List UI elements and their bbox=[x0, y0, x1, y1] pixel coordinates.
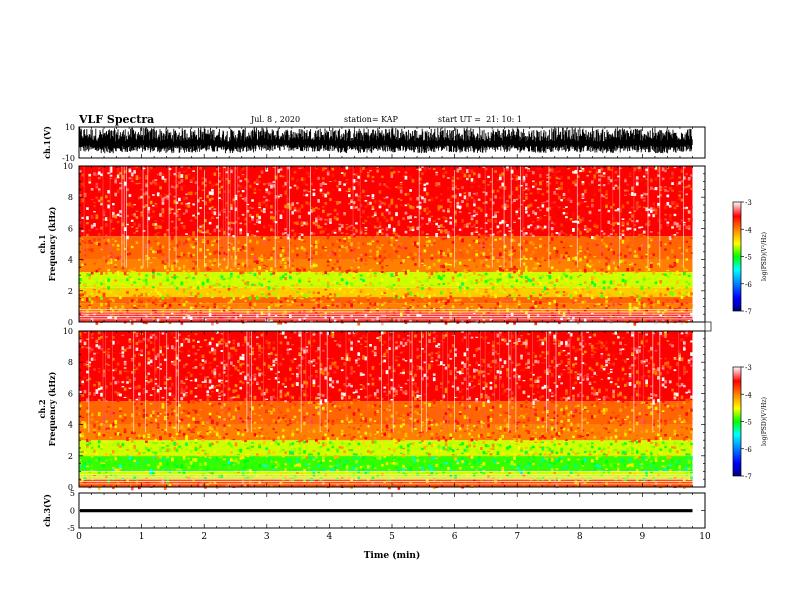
colorbar-tick-label: -5 bbox=[745, 419, 752, 427]
spectrogram-band bbox=[79, 236, 693, 260]
x-tick-label: 1 bbox=[139, 532, 145, 542]
colorbar-tick-label: -7 bbox=[745, 308, 752, 316]
y-tick-label: 5 bbox=[70, 489, 75, 498]
channel-label: ch.1 bbox=[37, 234, 47, 253]
y-axis-label: Frequency (kHz) bbox=[47, 206, 57, 281]
date-label: Jul. 8 , 2020 bbox=[251, 115, 301, 124]
y-tick-label: -5 bbox=[67, 524, 75, 533]
y-tick-label: 8 bbox=[68, 358, 73, 367]
channel-label: ch.2 bbox=[37, 399, 47, 418]
colorbar-tick-label: -6 bbox=[745, 281, 752, 289]
x-tick-label: 5 bbox=[389, 532, 395, 542]
x-tick-label: 4 bbox=[327, 532, 333, 542]
spectrogram-band bbox=[79, 166, 693, 237]
spectrogram-band bbox=[79, 479, 693, 487]
x-tick-label: 10 bbox=[699, 532, 711, 542]
colorbar-label: log(PSD)(V²/Hz) bbox=[761, 232, 768, 281]
y-tick-label: 10 bbox=[63, 327, 73, 336]
colorbar bbox=[732, 201, 742, 312]
spectrogram-band bbox=[79, 297, 693, 304]
colorbar-tick-label: -4 bbox=[745, 226, 752, 234]
station-label: station= KAP bbox=[344, 115, 398, 124]
x-tick-label: 6 bbox=[452, 532, 458, 542]
y-tick-label: 2 bbox=[68, 287, 73, 296]
ch3-waveform-trace bbox=[80, 509, 693, 513]
colorbar-tick-label: -6 bbox=[745, 446, 752, 454]
y-tick-label: 0 bbox=[68, 318, 73, 327]
y-axis-label: ch.1(V) bbox=[42, 126, 52, 159]
x-tick-label: 9 bbox=[640, 532, 646, 542]
spectrogram-band bbox=[79, 471, 693, 480]
plot-title: VLF Spectra bbox=[79, 113, 155, 126]
colorbar-tick-label: -3 bbox=[745, 364, 752, 372]
y-tick-label: 0 bbox=[68, 483, 73, 492]
y-tick-label: 0 bbox=[70, 507, 75, 516]
y-axis-label: Frequency (kHz) bbox=[47, 371, 57, 446]
panel-separator bbox=[704, 321, 712, 332]
ch1-waveform-trace bbox=[78, 127, 693, 154]
y-tick-label: 10 bbox=[65, 123, 75, 132]
colorbar-tick-label: -5 bbox=[745, 254, 752, 262]
colorbar-tick-label: -3 bbox=[745, 199, 752, 207]
x-tick-label: 8 bbox=[577, 532, 583, 542]
colorbar-label: log(PSD)(V²/Hz) bbox=[761, 397, 768, 446]
y-tick-label: 6 bbox=[68, 389, 73, 398]
y-tick-label: 8 bbox=[68, 193, 73, 202]
colorbar bbox=[732, 366, 742, 477]
y-axis-label: ch.3(V) bbox=[42, 494, 52, 527]
x-tick-label: 7 bbox=[514, 532, 520, 542]
x-axis-label: Time (min) bbox=[364, 550, 421, 561]
x-tick-label: 0 bbox=[76, 532, 82, 542]
y-tick-label: 4 bbox=[68, 256, 73, 265]
colorbar-tick-label: -4 bbox=[745, 391, 752, 399]
spectrogram-texture bbox=[79, 166, 693, 326]
colorbar-tick-label: -7 bbox=[745, 473, 752, 481]
y-tick-label: -10 bbox=[62, 154, 75, 163]
x-tick-label: 2 bbox=[201, 532, 207, 542]
y-tick-label: 6 bbox=[68, 224, 73, 233]
start-time-label: start UT = 21: 10: 1 bbox=[438, 115, 523, 124]
x-tick-label: 3 bbox=[264, 532, 270, 542]
spectrogram-band bbox=[79, 424, 693, 441]
y-tick-label: 10 bbox=[63, 162, 73, 171]
y-tick-label: 4 bbox=[68, 421, 73, 430]
y-tick-label: 2 bbox=[68, 452, 73, 461]
